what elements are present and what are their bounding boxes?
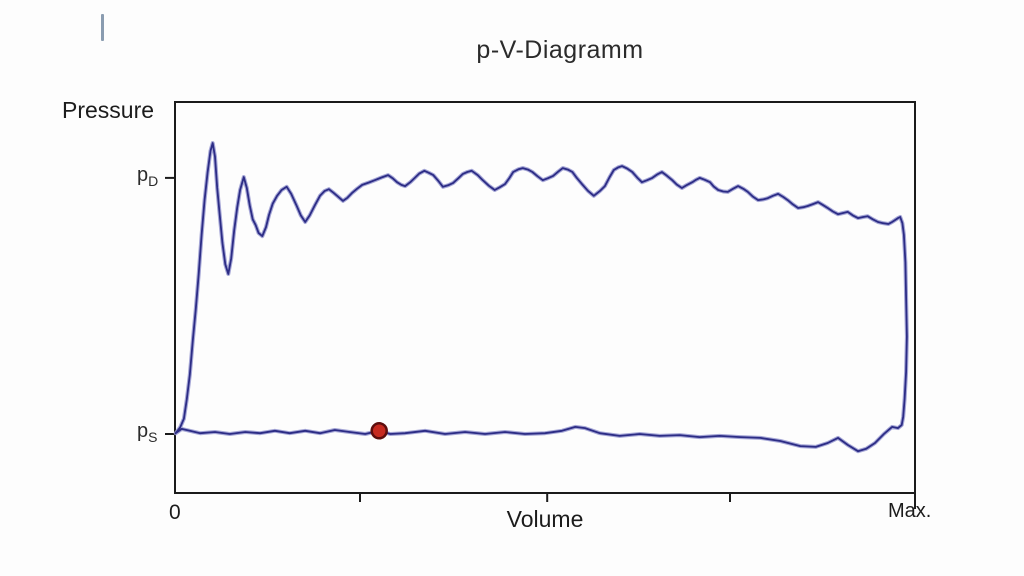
pd-main: p: [137, 164, 149, 186]
pv-loop-curve: [174, 142, 908, 453]
y-axis-label: Pressure: [62, 97, 155, 123]
text-cursor-mark: [101, 14, 104, 41]
pd-subscript: D: [148, 173, 159, 189]
y-tick-label-pd: pD: [137, 164, 158, 189]
y-tick-label-ps: pS: [137, 420, 157, 445]
ps-subscript: S: [148, 429, 158, 445]
chart-title: p-V-Diagramm: [476, 36, 644, 64]
data-point-marker: [370, 422, 388, 440]
pv-loop-curve-halo: [173, 141, 909, 454]
x-axis-label: Volume: [506, 506, 584, 532]
ps-main: p: [137, 420, 149, 442]
x-tick-label-zero: 0: [169, 501, 181, 524]
x-tick-label-max: Max.: [888, 500, 932, 522]
plot-frame: [174, 101, 916, 494]
